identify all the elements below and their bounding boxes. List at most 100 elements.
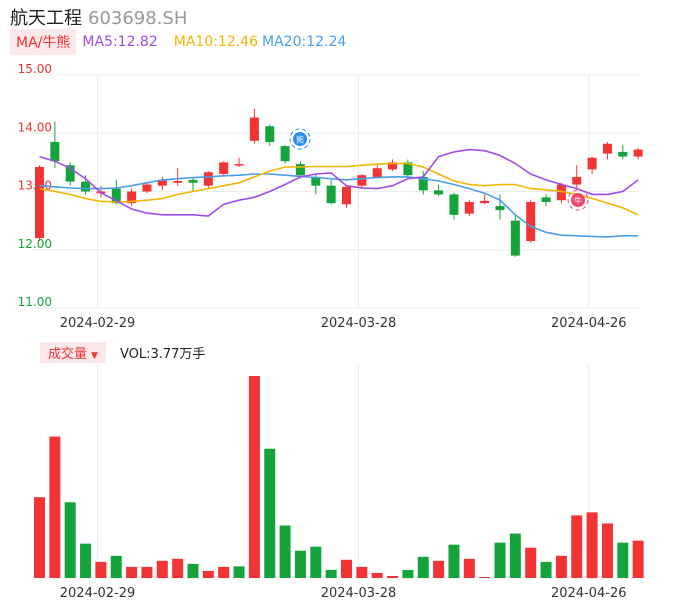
volume-bar — [141, 566, 153, 578]
volume-bar — [202, 570, 214, 578]
volume-bar — [525, 547, 537, 578]
candle-body — [618, 151, 628, 157]
volume-bar — [325, 569, 337, 578]
volume-x-tick-label: 2024-04-26 — [551, 586, 627, 601]
volume-bar — [95, 561, 107, 578]
candle-body — [556, 184, 566, 201]
volume-bar — [387, 575, 399, 578]
x-tick-label: 2024-03-28 — [321, 316, 397, 331]
candle-body — [326, 185, 336, 204]
stock-title: 航天工程 603698.SH — [10, 4, 187, 30]
bear-marker-label: 熊 — [296, 135, 304, 145]
x-tick-label: 2024-02-29 — [60, 316, 136, 331]
ma20-line — [39, 173, 639, 238]
ma-bull-bear-button[interactable]: MA/牛熊 — [10, 29, 77, 55]
candle-body — [280, 146, 290, 162]
candle-body — [203, 172, 213, 186]
y-tick-label: 14.00 — [18, 120, 52, 134]
candle-body — [418, 176, 428, 191]
volume-bar — [248, 376, 260, 578]
candle-body — [449, 194, 459, 215]
caret-down-icon: ▼ — [91, 350, 98, 361]
ma20-legend: MA20:12.24 — [262, 34, 347, 50]
candle-body — [219, 162, 229, 175]
candle-body — [357, 175, 367, 186]
volume-x-tick-label: 2024-02-29 — [60, 586, 136, 601]
candle-body — [342, 186, 351, 205]
volume-bar — [617, 542, 629, 578]
volume-bar — [433, 560, 445, 578]
volume-bar — [479, 576, 491, 578]
volume-bar — [264, 448, 276, 578]
ma5-legend: MA5:12.82 — [82, 34, 158, 50]
stock-name: 航天工程 — [10, 8, 82, 29]
candle-body — [388, 162, 398, 170]
volume-bar — [463, 558, 475, 578]
volume-bar — [218, 566, 230, 578]
volume-bar — [402, 569, 414, 578]
candle-body — [173, 181, 183, 183]
candle-body — [403, 162, 413, 176]
bull-marker-icon — [571, 193, 585, 207]
volume-bar — [80, 543, 92, 578]
volume-bar — [448, 544, 460, 578]
volume-bar — [172, 558, 184, 578]
volume-bar — [555, 555, 567, 578]
candle-body — [541, 197, 551, 202]
volume-bar — [156, 560, 168, 578]
volume-indicator-button[interactable]: 成交量 ▼ — [40, 341, 106, 363]
volume-bar — [233, 566, 245, 578]
candle-body — [249, 117, 259, 141]
candle-body — [464, 201, 474, 214]
volume-bar — [310, 546, 322, 578]
volume-bar — [49, 436, 61, 578]
candle-body — [434, 190, 444, 195]
volume-bar — [509, 533, 521, 578]
candle-body — [234, 164, 244, 166]
candle-body — [480, 200, 490, 204]
candle-body — [111, 188, 121, 204]
volume-bar — [540, 561, 552, 578]
candle-body — [372, 168, 382, 177]
volume-bar — [279, 525, 291, 578]
volume-indicator-label: 成交量 — [48, 346, 88, 362]
y-tick-label: 12.00 — [18, 237, 52, 251]
candle-body — [602, 143, 612, 154]
ma-legend: MA/牛熊 MA5:12.82 MA10:12.46 MA20:12.24 — [10, 29, 347, 55]
volume-bar — [586, 512, 598, 578]
volume-bar — [64, 502, 76, 578]
candle-body — [572, 176, 582, 185]
candle-body — [188, 179, 198, 183]
bull-marker-ring — [567, 189, 589, 211]
x-tick-label: 2024-04-26 — [551, 316, 627, 331]
candle-body — [142, 184, 152, 192]
volume-x-tick-label: 2024-03-28 — [321, 586, 397, 601]
y-tick-label: 11.00 — [18, 295, 52, 309]
volume-bar — [34, 497, 45, 578]
candle-body — [50, 141, 60, 162]
volume-value: VOL:3.77万手 — [119, 346, 206, 362]
volume-bar — [601, 523, 613, 578]
volume-bar — [417, 556, 429, 578]
volume-bar — [371, 572, 383, 578]
candle-body — [65, 165, 75, 182]
ma10-line — [39, 162, 639, 216]
stock-code: 603698.SH — [88, 8, 188, 29]
candle-body — [510, 220, 520, 256]
candle-body — [526, 201, 536, 242]
candle-body — [633, 149, 643, 157]
volume-bar — [187, 563, 199, 578]
candle-body — [81, 181, 91, 192]
volume-bar — [110, 555, 122, 578]
volume-bar — [494, 542, 506, 578]
volume-bar — [356, 566, 368, 578]
ma5-line — [39, 148, 639, 217]
volume-bar — [126, 566, 138, 578]
candle-body — [495, 206, 505, 211]
candle-body — [311, 176, 321, 186]
candle-body — [587, 157, 597, 170]
volume-bar — [341, 559, 352, 578]
bear-marker-icon — [293, 132, 307, 146]
bull-marker-label: 牛 — [574, 196, 582, 206]
